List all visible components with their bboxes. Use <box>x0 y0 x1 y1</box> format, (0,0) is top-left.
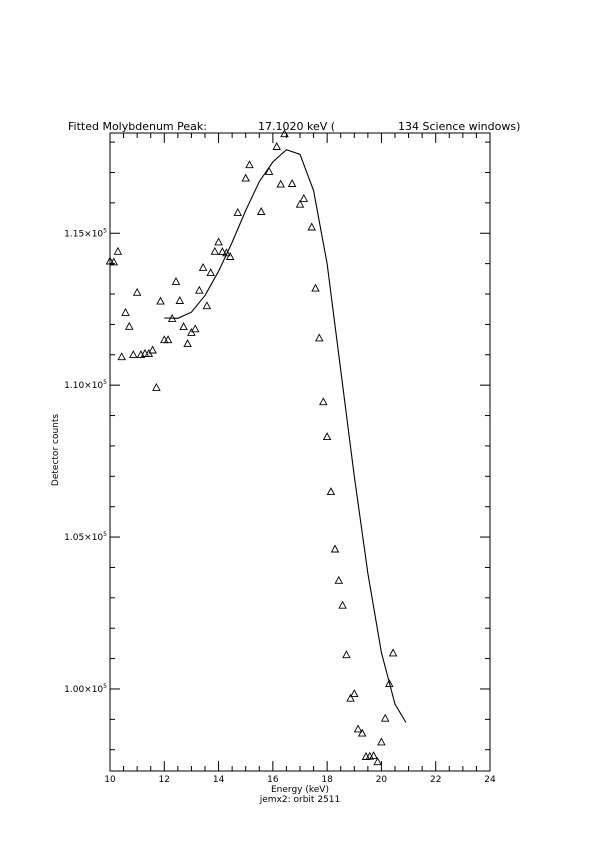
plot-frame <box>109 132 491 772</box>
data-point-triangle <box>295 199 305 208</box>
data-point-triangle <box>202 301 212 310</box>
chart-title-count: 134 Science windows) <box>398 120 520 133</box>
data-point-triangle <box>222 248 231 257</box>
data-point-triangle <box>299 193 309 202</box>
chart-subtitle: jemx2: orbit 2511 <box>259 795 340 805</box>
data-point-triangle <box>287 179 297 187</box>
data-point-triangle <box>264 166 274 175</box>
x-tick-label: 24 <box>484 775 496 785</box>
data-point-triangle <box>338 600 347 609</box>
data-point-triangle <box>388 648 398 657</box>
data-point-triangle <box>353 724 363 733</box>
data-point-triangle <box>233 207 243 216</box>
data-point-triangle <box>311 283 320 292</box>
data-point-triangle <box>380 713 390 722</box>
data-point-triangle <box>272 142 281 150</box>
data-point-triangle <box>326 487 336 496</box>
y-tick-label: 1.10×105 <box>64 379 107 391</box>
data-point-triangle <box>105 256 115 265</box>
data-point-triangle <box>190 324 200 333</box>
data-point-triangle <box>125 321 134 330</box>
data-point-triangle <box>357 728 367 737</box>
data-point-triangle <box>132 287 142 296</box>
data-point-triangle <box>195 285 204 294</box>
data-point-triangle <box>129 350 138 359</box>
y-tick-mantissa: 1.05×10 <box>64 533 103 543</box>
y-tick-label: 1.00×105 <box>64 683 107 695</box>
y-tick-exponent: 5 <box>103 531 107 538</box>
data-point-triangle <box>183 339 192 348</box>
axis-ticks: 10 12 14 16 18 20 22 241.00×1051.05×1051.10×105… <box>64 133 496 785</box>
data-point-triangle <box>377 737 386 746</box>
data-point-triangle <box>117 352 126 361</box>
x-tick-label: 16 <box>267 775 279 785</box>
x-tick-label: 18 <box>321 775 333 785</box>
data-point-triangle <box>198 262 208 271</box>
data-point-triangle <box>179 322 188 331</box>
y-tick-exponent: 5 <box>103 379 107 386</box>
data-point-triangle <box>241 173 250 182</box>
data-points-layer <box>105 129 398 766</box>
data-point-triangle <box>152 382 161 391</box>
data-point-triangle <box>218 247 227 256</box>
y-axis-label: Detector counts <box>51 414 61 486</box>
data-point-triangle <box>350 689 359 698</box>
data-point-triangle <box>175 296 185 304</box>
chart-title-energy: 17.1020 keV ( <box>258 120 335 133</box>
data-point-triangle <box>322 432 332 441</box>
data-point-triangle <box>276 179 285 188</box>
data-point-triangle <box>346 693 355 702</box>
data-point-triangle <box>369 751 378 760</box>
data-point-triangle <box>210 246 220 255</box>
y-tick-label: 1.15×105 <box>64 227 107 239</box>
x-tick-label: 12 <box>159 775 170 785</box>
data-point-triangle <box>280 129 289 138</box>
data-point-triangle <box>245 160 254 169</box>
data-point-triangle <box>361 752 371 760</box>
data-point-triangle <box>121 307 130 316</box>
data-point-triangle <box>156 296 165 305</box>
y-tick-mantissa: 1.10×10 <box>64 381 103 391</box>
data-point-triangle <box>342 650 351 659</box>
data-point-triangle <box>109 257 119 266</box>
y-tick-label: 1.05×105 <box>64 531 107 543</box>
data-point-triangle <box>225 252 235 260</box>
y-tick-exponent: 5 <box>103 683 107 690</box>
data-point-triangle <box>330 544 340 553</box>
data-point-triangle <box>171 276 181 285</box>
data-point-triangle <box>256 207 266 215</box>
y-tick-mantissa: 1.15×10 <box>64 229 103 239</box>
data-point-triangle <box>214 237 223 246</box>
fit-curve <box>164 149 407 723</box>
fit-curve-layer <box>164 149 407 723</box>
data-point-triangle <box>148 345 157 354</box>
data-point-triangle <box>334 575 344 584</box>
data-point-triangle <box>113 246 123 255</box>
data-point-triangle <box>307 222 316 231</box>
x-axis-label: Energy (keV) <box>271 785 329 795</box>
data-point-triangle <box>373 757 382 766</box>
x-tick-label: 20 <box>376 775 388 785</box>
y-tick-exponent: 5 <box>103 227 107 234</box>
x-tick-label: 22 <box>430 775 441 785</box>
data-point-triangle <box>315 333 324 342</box>
data-point-triangle <box>319 397 328 406</box>
y-tick-mantissa: 1.00×10 <box>64 685 103 695</box>
x-tick-label: 14 <box>213 775 225 785</box>
data-point-triangle <box>206 268 215 277</box>
x-tick-label: 10 <box>104 775 116 785</box>
data-point-triangle <box>163 335 173 344</box>
data-point-triangle <box>385 679 394 688</box>
data-point-triangle <box>167 313 177 322</box>
chart-title-label: Fitted Molybdenum Peak: <box>68 120 207 133</box>
